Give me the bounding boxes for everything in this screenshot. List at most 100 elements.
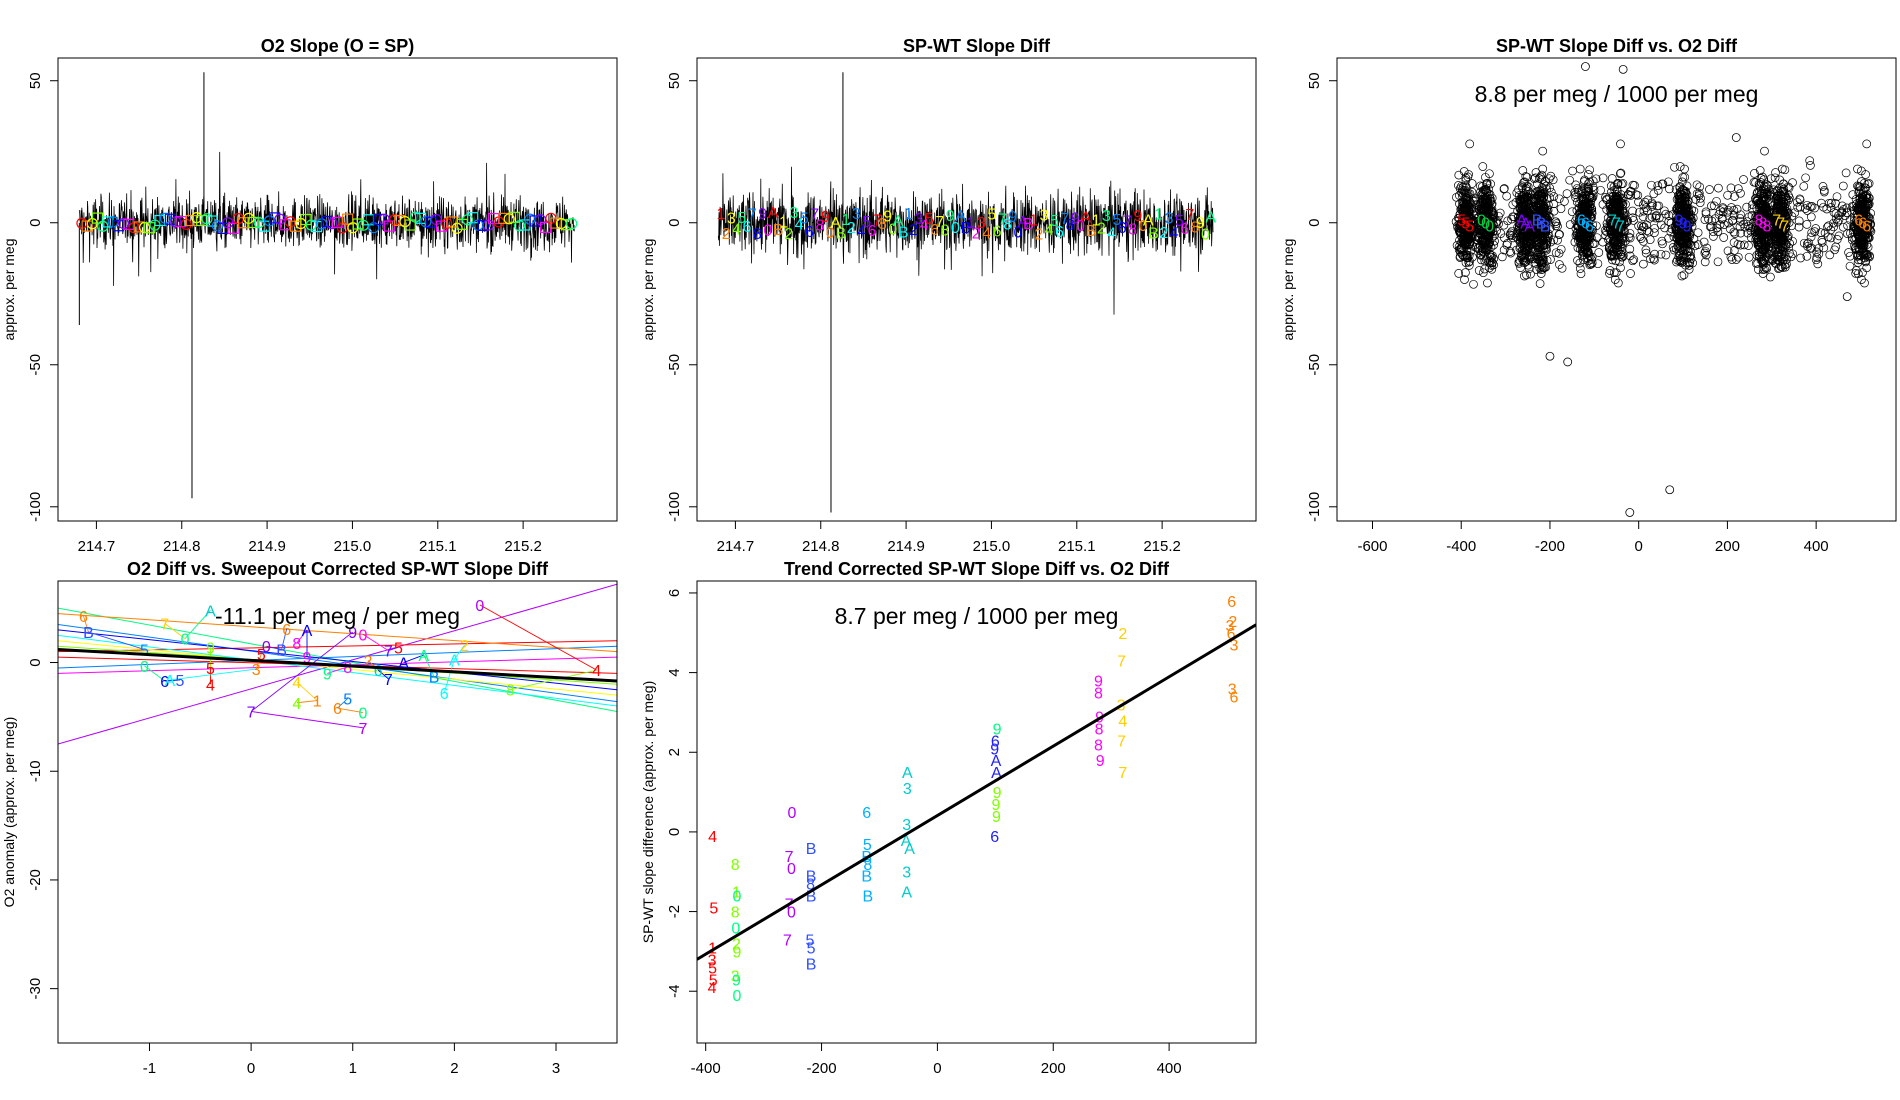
scatter-point bbox=[1467, 179, 1477, 188]
cluster-label: 6 bbox=[1854, 213, 1863, 230]
series-marker-label: B bbox=[960, 220, 971, 237]
point-label: 3 bbox=[1230, 638, 1239, 655]
scatter-point bbox=[1507, 226, 1517, 236]
series-marker-label: 0 bbox=[1201, 226, 1210, 243]
group-fit-line bbox=[58, 634, 617, 707]
point-label: 8 bbox=[1094, 737, 1103, 754]
series-marker-label: B bbox=[773, 222, 784, 239]
scatter-point bbox=[1813, 259, 1823, 269]
scatter-point bbox=[1562, 189, 1572, 198]
point-label: A bbox=[991, 753, 1002, 770]
point-label: 1 bbox=[732, 885, 741, 902]
scatter-point bbox=[1864, 200, 1874, 210]
scatter-point bbox=[1596, 185, 1605, 195]
scatter-point bbox=[1701, 207, 1711, 217]
panel-slope-diff-vs-o2-diff: SP-WT Slope Diff vs. O2 Diff approx. per… bbox=[1280, 36, 1897, 555]
scatter-point bbox=[1489, 210, 1498, 219]
scatter-point bbox=[1535, 263, 1545, 273]
scatter-point bbox=[1505, 247, 1515, 256]
scatter-point bbox=[1762, 180, 1772, 189]
point-label: 6 bbox=[440, 686, 449, 703]
point-label: 4 bbox=[292, 696, 301, 713]
series-marker-label: 3 bbox=[1040, 208, 1049, 225]
scatter-point bbox=[1551, 217, 1560, 227]
series-marker-label: 3 bbox=[977, 215, 986, 232]
scatter-point bbox=[1486, 179, 1495, 189]
series-marker-label: 9 bbox=[758, 206, 767, 223]
y-tick-label: 0 bbox=[666, 828, 683, 836]
scatter-point bbox=[1773, 197, 1783, 207]
point-label: 9 bbox=[348, 625, 357, 642]
scatter-point bbox=[1601, 231, 1610, 240]
series-marker-square bbox=[529, 215, 541, 227]
scatter-point bbox=[1677, 196, 1687, 206]
x-tick-label: 2 bbox=[450, 1060, 458, 1077]
scatter-point bbox=[1464, 251, 1474, 260]
scatter-point bbox=[1726, 183, 1736, 193]
y-tick-label: 4 bbox=[666, 668, 683, 676]
scatter-point bbox=[1478, 246, 1488, 256]
scatter-point bbox=[1521, 172, 1531, 181]
scatter-point bbox=[1523, 209, 1532, 218]
scatter-point bbox=[1672, 257, 1681, 267]
series-marker-label: 4 bbox=[795, 217, 804, 234]
scatter-point bbox=[1857, 275, 1866, 284]
scatter-point bbox=[1681, 231, 1690, 240]
x-tick-label: 214.8 bbox=[802, 538, 840, 555]
series-marker-label: 8 bbox=[1066, 217, 1075, 234]
scatter-point bbox=[1700, 248, 1710, 258]
series-marker-label: 4 bbox=[732, 222, 741, 239]
scatter-point bbox=[1457, 181, 1466, 191]
scatter-point bbox=[1575, 258, 1585, 268]
point-label: 6 bbox=[374, 663, 383, 680]
scatter-point bbox=[1693, 228, 1703, 238]
y-tick-label: -50 bbox=[27, 354, 44, 376]
scatter-point bbox=[1682, 190, 1692, 199]
series-marker-label: 7 bbox=[998, 212, 1007, 229]
scatter-point bbox=[1483, 278, 1492, 288]
point-label: 9 bbox=[303, 650, 312, 667]
scatter-point bbox=[1531, 173, 1540, 183]
scatter-point bbox=[1626, 187, 1636, 196]
scatter-point bbox=[1794, 222, 1804, 232]
scatter-point bbox=[1628, 180, 1638, 190]
scatter-point bbox=[1845, 261, 1855, 271]
scatter-point bbox=[1690, 241, 1700, 251]
scatter-point bbox=[1753, 195, 1762, 205]
scatter-point bbox=[1454, 269, 1464, 278]
scatter-point bbox=[1672, 226, 1682, 236]
series-marker-label: 2 bbox=[1034, 227, 1043, 244]
trace-segment bbox=[296, 700, 318, 704]
series-marker-label: A bbox=[955, 208, 966, 225]
scatter-point bbox=[1606, 203, 1616, 213]
scatter-point bbox=[1860, 249, 1869, 259]
scatter-point bbox=[1736, 188, 1745, 198]
point-label: 3 bbox=[903, 781, 912, 798]
scatter-point bbox=[1834, 211, 1843, 220]
scatter-point bbox=[1613, 237, 1623, 247]
scatter-point bbox=[1847, 232, 1857, 242]
y-tick-label: 0 bbox=[27, 658, 44, 666]
trace-segment bbox=[184, 610, 211, 639]
series-marker-label: 5 bbox=[737, 210, 746, 227]
scatter-point bbox=[1807, 202, 1817, 211]
scatter-point bbox=[1537, 251, 1547, 261]
trace-segment bbox=[377, 669, 389, 680]
scatter-point bbox=[1719, 233, 1729, 242]
x-tick-label: 200 bbox=[1041, 1060, 1066, 1077]
series-marker-label: 6 bbox=[868, 223, 877, 240]
scatter-point bbox=[1714, 183, 1723, 193]
scatter-point bbox=[1640, 197, 1650, 207]
scatter-point bbox=[1549, 235, 1559, 245]
scatter-point bbox=[1483, 229, 1492, 239]
point-label: 8 bbox=[731, 905, 740, 922]
scatter-point bbox=[1525, 253, 1534, 263]
scatter-point bbox=[1464, 170, 1473, 179]
scatter-point bbox=[1467, 187, 1477, 197]
scatter-point bbox=[1571, 180, 1581, 190]
scatter-point bbox=[1528, 222, 1538, 232]
scatter-point bbox=[1687, 205, 1696, 215]
scatter-point bbox=[1541, 262, 1551, 272]
point-label: 6 bbox=[862, 805, 871, 822]
